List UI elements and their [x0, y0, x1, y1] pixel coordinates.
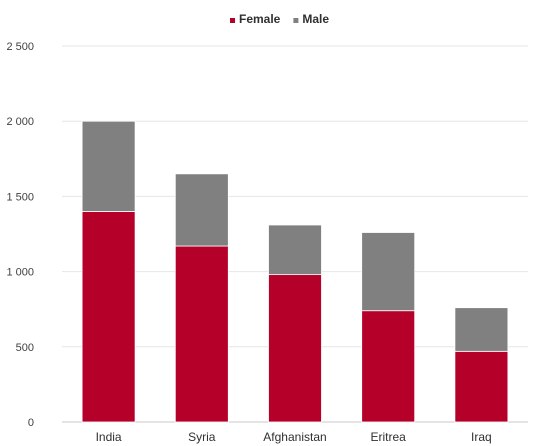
x-category-label: Syria: [188, 430, 216, 444]
y-tick-label: 0: [28, 417, 34, 429]
legend-swatch-male: [293, 18, 299, 23]
legend-label-male: Male: [302, 12, 329, 26]
bar-segment-male-india: [81, 120, 136, 212]
legend-label-female: Female: [239, 12, 281, 26]
bar-segment-female-iraq: [454, 350, 509, 423]
y-tick-label: 1 500: [6, 191, 34, 203]
bar-segment-female-afghanistan: [268, 274, 322, 423]
legend: Female Male: [230, 12, 329, 26]
bar-segment-male-afghanistan: [268, 224, 322, 276]
y-tick-label: 2 000: [6, 116, 34, 128]
y-tick-label: 2 500: [6, 41, 34, 53]
x-axis-category-labels: India Syria Afghanistan Eritrea Iraq: [96, 430, 492, 444]
x-category-label: Afghanistan: [263, 430, 326, 444]
bar-segment-female-syria: [174, 245, 229, 423]
bar-segment-male-iraq: [454, 307, 509, 352]
x-category-label: Iraq: [471, 430, 492, 444]
y-tick-label: 500: [16, 342, 34, 354]
bar-segment-male-eritrea: [361, 232, 416, 312]
bar-segment-female-india: [81, 211, 136, 423]
bar-segment-male-syria: [174, 173, 229, 247]
y-axis-tick-labels: 0 500 1 000 1 500 2 000 2 500: [6, 41, 34, 429]
y-tick-label: 1 000: [6, 267, 34, 279]
x-category-label: India: [96, 430, 122, 444]
legend-swatch-female: [230, 18, 235, 23]
bars: [81, 120, 509, 423]
bar-segment-female-eritrea: [361, 310, 416, 423]
x-category-label: Eritrea: [371, 430, 407, 444]
